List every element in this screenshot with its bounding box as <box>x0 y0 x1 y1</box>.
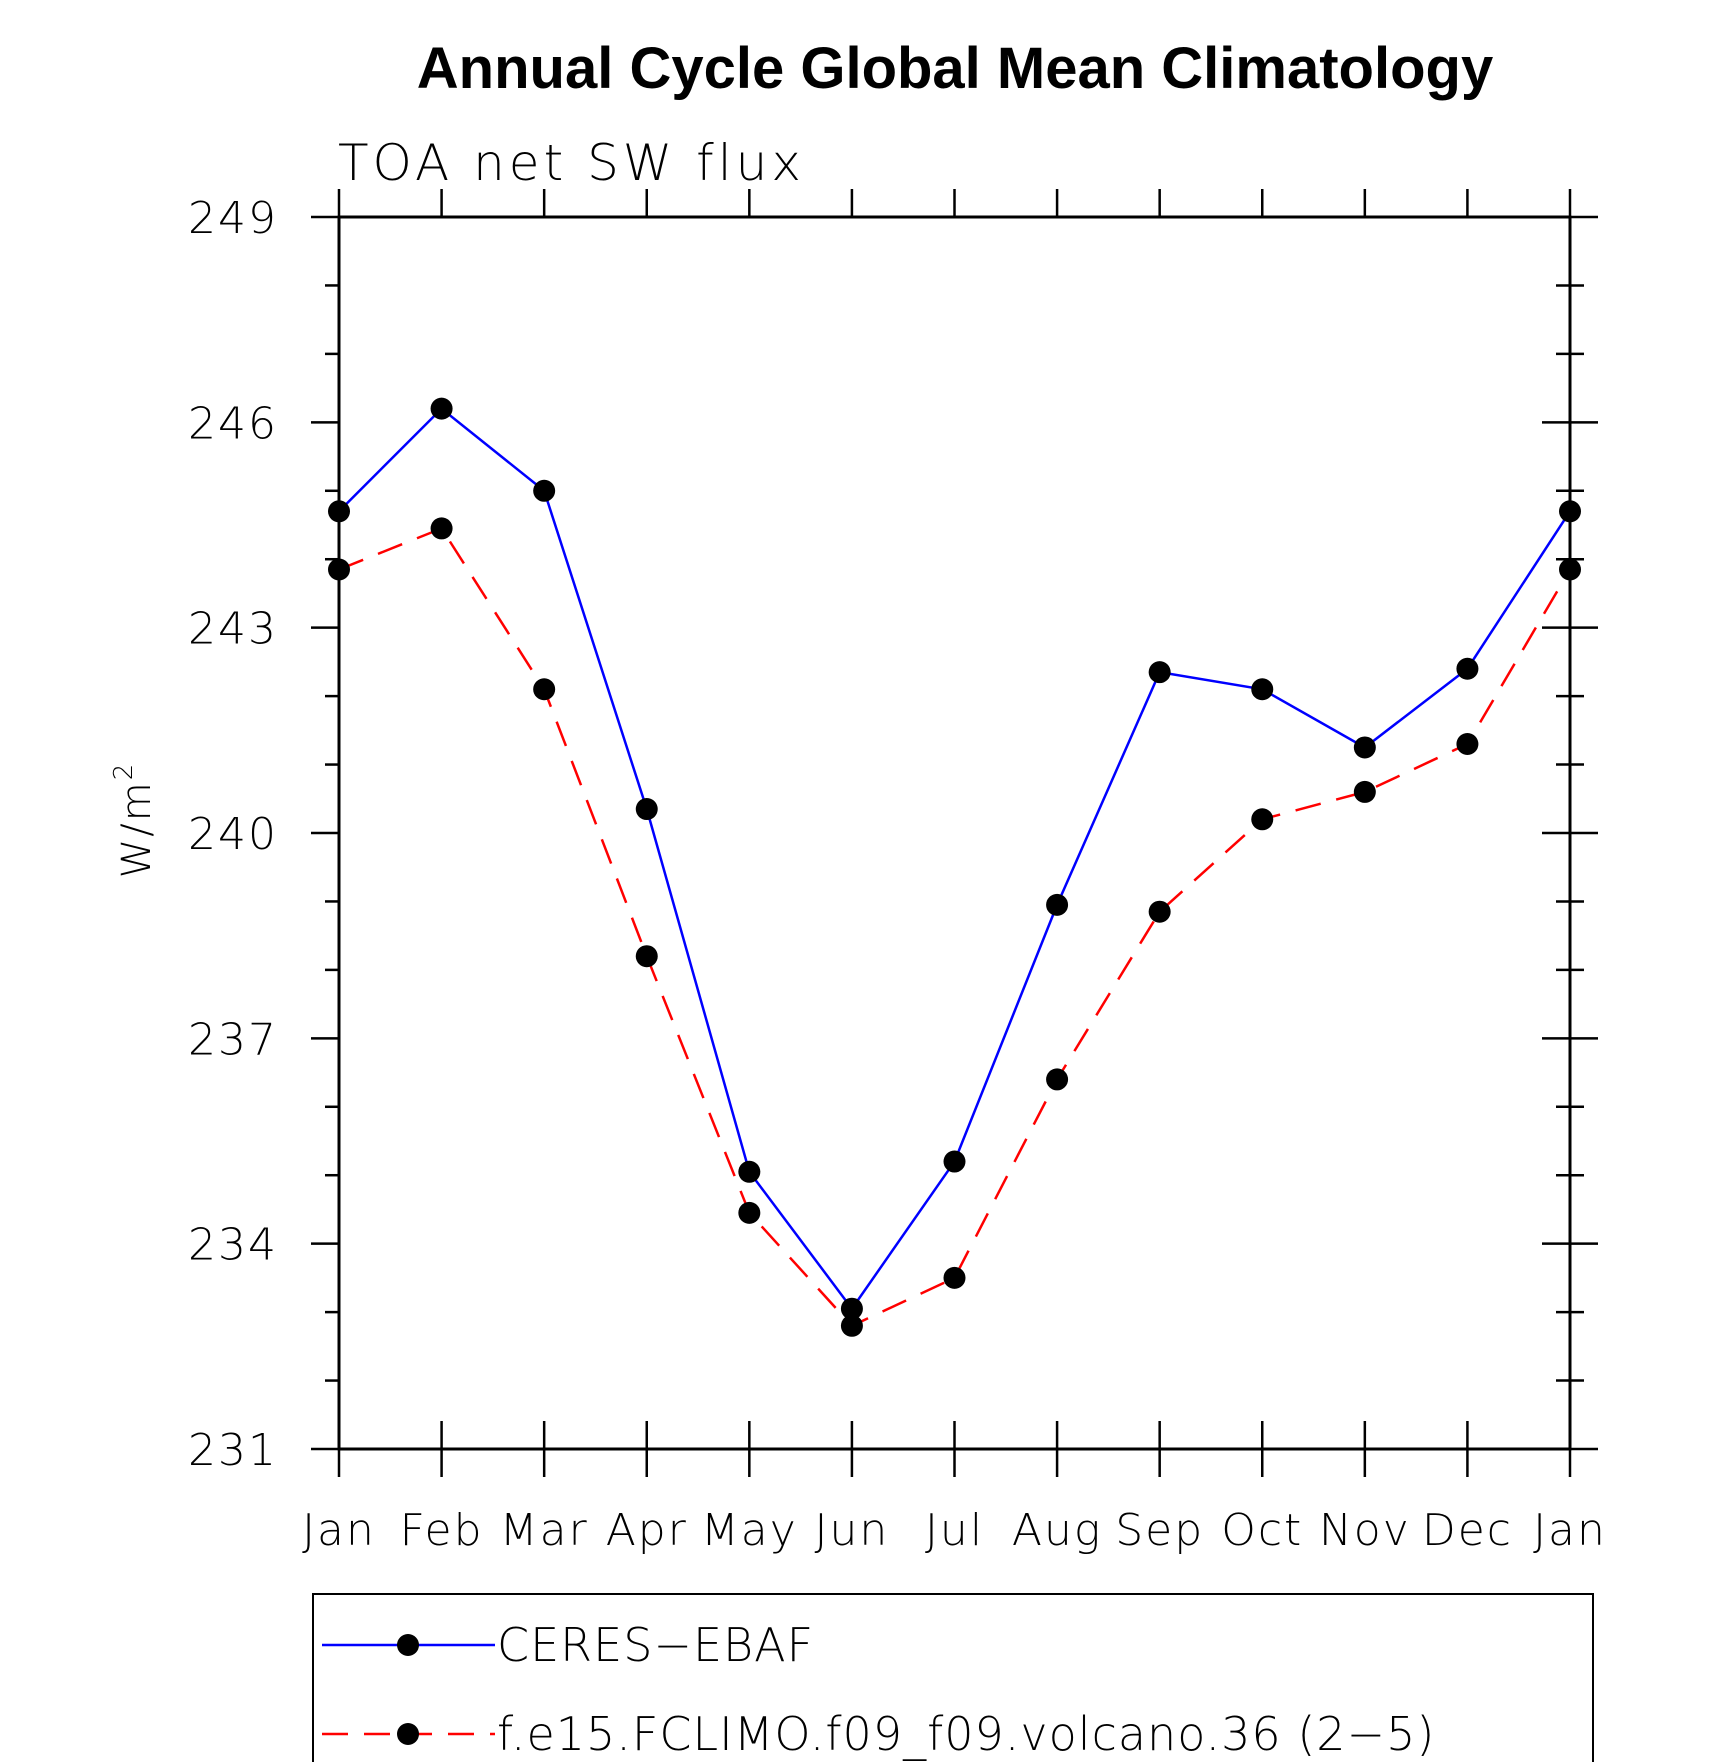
x-tick-labels: Jan Feb Mar Apr May Jun Jul Aug Sep Oct Nov Dec Jan <box>302 1505 1607 1556</box>
x-tick-label: Jan <box>1533 1505 1607 1556</box>
legend-marker-1 <box>397 1634 419 1656</box>
x-tick-label: Aug <box>1012 1505 1102 1556</box>
series-line-1 <box>338 406 1572 1311</box>
data-point-series-2 <box>635 945 658 968</box>
legend-box <box>312 1593 1594 1762</box>
chart-title: Annual Cycle Global Mean Climatology <box>417 36 1493 101</box>
x-tick-label: Sep <box>1115 1505 1204 1556</box>
y-tick-labels: 231 234 237 240 243 246 249 <box>188 193 278 1476</box>
y-tick-label: 240 <box>188 809 278 860</box>
data-point-series-1 <box>328 500 350 523</box>
series-layer <box>328 397 1581 1337</box>
x-tick-label: May <box>701 1505 798 1556</box>
data-point-series-2 <box>430 517 453 540</box>
x-tick-label: Nov <box>1319 1505 1411 1556</box>
data-point-series-1 <box>533 479 556 502</box>
data-point-series-1 <box>840 1297 863 1320</box>
x-tick-label: Feb <box>400 1505 484 1556</box>
data-point-series-2 <box>1046 1068 1069 1091</box>
data-point-series-1 <box>738 1160 761 1183</box>
x-tick-label: Oct <box>1221 1505 1303 1556</box>
data-point-series-2 <box>328 558 350 581</box>
y-axis-label: W/m2 <box>109 762 160 879</box>
data-point-series-1 <box>1251 678 1274 701</box>
x-tick-label: Apr <box>606 1505 688 1556</box>
x-tick-label: Jul <box>925 1505 984 1556</box>
y-tick-label: 249 <box>188 193 278 244</box>
x-tick-label: Mar <box>500 1505 589 1556</box>
data-point-series-2 <box>840 1314 863 1337</box>
data-point-series-2 <box>943 1266 966 1289</box>
data-point-series-1 <box>1456 657 1479 680</box>
chart-subtitle: TOA net SW flux <box>338 134 805 192</box>
legend-marker-2 <box>397 1723 419 1745</box>
data-point-series-2 <box>533 678 556 701</box>
data-point-series-2 <box>1148 900 1171 923</box>
data-point-series-1 <box>1148 661 1171 684</box>
data-point-series-2 <box>1559 558 1581 581</box>
legend: CERES−EBAF f.e15.FCLIMO.f09_f09.volcano.3… <box>312 1593 1594 1762</box>
data-point-series-2 <box>1353 780 1376 803</box>
x-tick-label: Jun <box>815 1505 890 1556</box>
data-point-series-1 <box>430 397 453 420</box>
series-line-2 <box>338 526 1572 1328</box>
data-point-series-1 <box>1559 500 1581 523</box>
y-tick-label: 246 <box>188 398 278 449</box>
y-tick-label: 231 <box>188 1425 278 1476</box>
data-point-series-1 <box>943 1150 966 1173</box>
data-point-series-1 <box>1353 736 1376 759</box>
x-tick-label: Dec <box>1422 1505 1513 1556</box>
legend-items: CERES−EBAF f.e15.FCLIMO.f09_f09.volcano.3… <box>322 1618 1435 1761</box>
y-tick-label: 243 <box>188 604 278 655</box>
legend-label-2: f.e15.FCLIMO.f09_f09.volcano.36 (2−5) <box>497 1707 1435 1761</box>
data-point-series-1 <box>635 798 658 821</box>
data-point-series-2 <box>1251 808 1274 831</box>
y-tick-label: 234 <box>188 1220 278 1271</box>
data-point-series-2 <box>738 1201 761 1224</box>
y-tick-label: 237 <box>188 1014 278 1065</box>
data-point-series-1 <box>1046 893 1069 916</box>
plot-area-frame <box>337 215 1572 1451</box>
data-point-series-2 <box>1456 733 1479 756</box>
x-tick-label: Jan <box>302 1505 376 1556</box>
legend-label-1: CERES−EBAF <box>497 1618 814 1672</box>
